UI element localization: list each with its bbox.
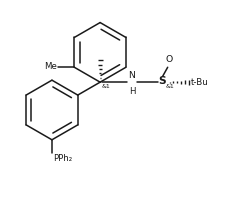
Text: Me: Me	[45, 62, 57, 71]
Text: t-Bu: t-Bu	[191, 78, 208, 87]
Text: O: O	[165, 55, 172, 64]
Text: PPh₂: PPh₂	[53, 154, 72, 163]
Text: S: S	[158, 76, 166, 86]
Text: &1: &1	[166, 84, 174, 89]
Text: H: H	[129, 87, 135, 96]
Text: &1: &1	[102, 84, 111, 89]
Text: N: N	[129, 71, 135, 80]
